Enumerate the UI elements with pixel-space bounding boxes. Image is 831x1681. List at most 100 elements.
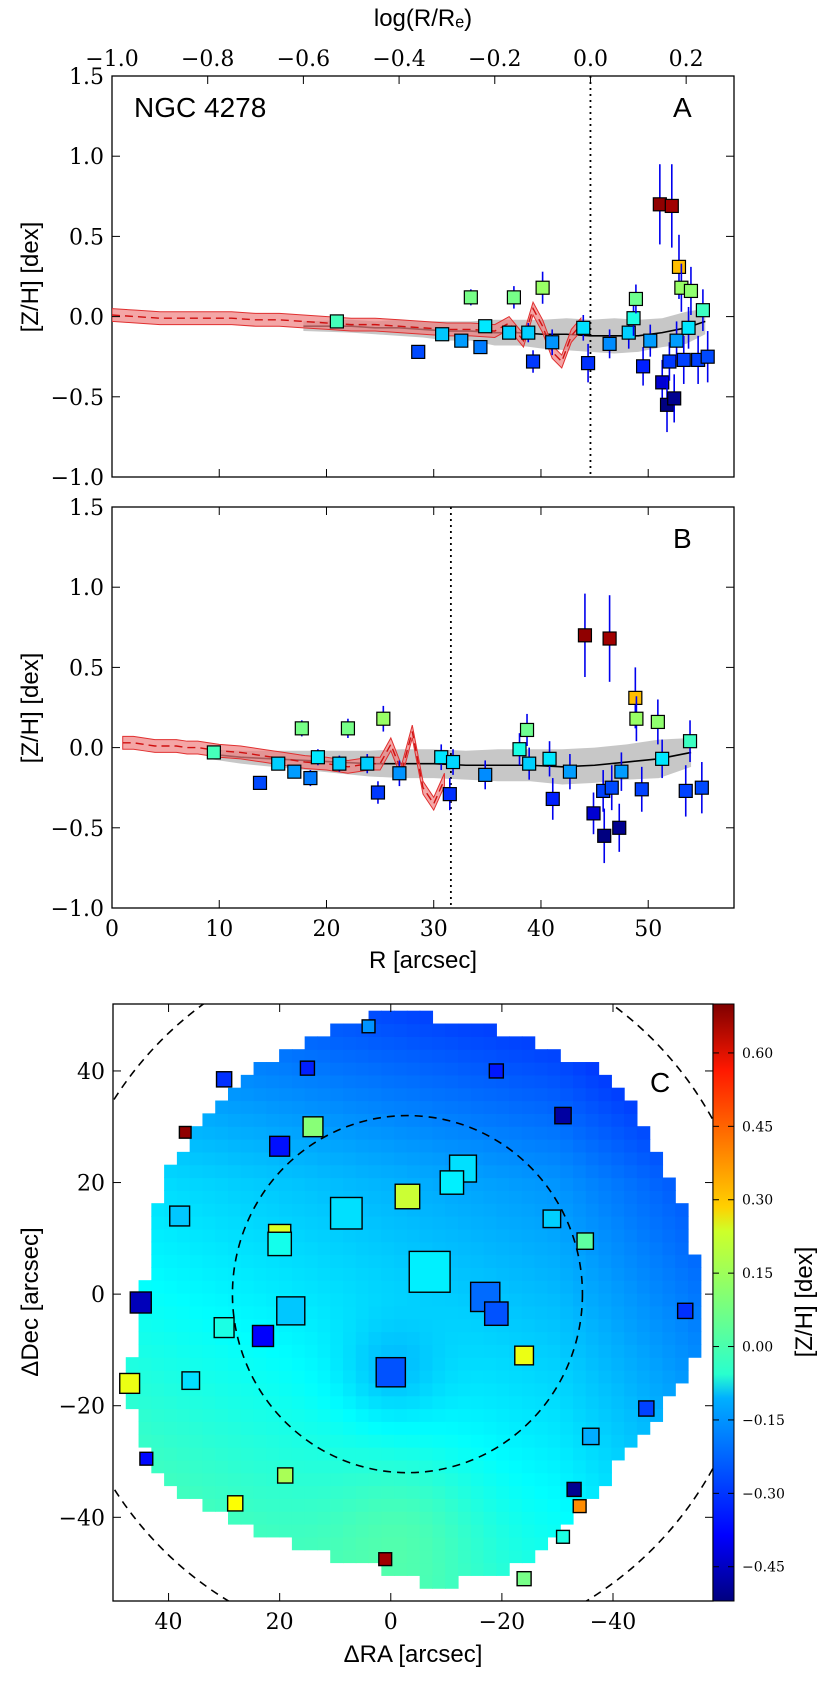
map-pixel (164, 1254, 178, 1268)
slit-square (581, 1427, 600, 1446)
map-pixel (547, 1280, 561, 1294)
map-pixel (509, 1241, 523, 1256)
map-pixel (266, 1382, 280, 1397)
map-pixel (279, 1254, 293, 1268)
map-pixel (688, 1344, 702, 1358)
map-pixel (675, 1318, 689, 1333)
map-pixel (496, 1434, 510, 1448)
map-pixel (279, 1395, 293, 1410)
map-pixel (189, 1203, 204, 1217)
map-pixel (381, 1074, 395, 1089)
map-pixel (445, 1434, 459, 1448)
map-pixel (445, 1062, 459, 1076)
map-pixel (598, 1370, 612, 1384)
data-point (664, 198, 679, 214)
map-pixel (240, 1126, 255, 1140)
map-pixel (649, 1190, 664, 1204)
top-x-tick-label: −1.0 (85, 47, 138, 72)
map-pixel (509, 1164, 523, 1179)
map-pixel (470, 1023, 485, 1037)
y-tick-label: −20 (59, 1395, 105, 1420)
slit-square (638, 1400, 655, 1417)
data-point (435, 327, 450, 342)
map-pixel (509, 1126, 523, 1140)
map-pixel (291, 1087, 306, 1102)
map-pixel (458, 1318, 472, 1333)
map-pixel (483, 1357, 497, 1371)
map-pixel (534, 1536, 549, 1551)
map-pixel (381, 1190, 395, 1204)
map-pixel (432, 1087, 446, 1102)
map-pixel (445, 1382, 459, 1397)
map-pixel (228, 1177, 242, 1191)
data-point (669, 333, 684, 348)
map-pixel (355, 1549, 370, 1564)
map-pixel (521, 1395, 536, 1410)
map-pixel (560, 1344, 574, 1358)
map-pixel (368, 1344, 382, 1358)
map-pixel (279, 1447, 293, 1461)
map-pixel (534, 1370, 549, 1384)
map-pixel (560, 1447, 574, 1461)
map-pixel (304, 1100, 319, 1114)
map-pixel (164, 1267, 178, 1281)
map-pixel (483, 1536, 497, 1551)
map-pixel (330, 1549, 344, 1564)
map-pixel (164, 1421, 178, 1435)
map-pixel (624, 1177, 638, 1191)
map-pixel (496, 1151, 510, 1166)
map-pixel (445, 1318, 459, 1333)
x-tick-label: −20 (479, 1610, 525, 1635)
map-pixel (470, 1203, 485, 1217)
map-pixel (330, 1408, 344, 1422)
map-pixel (432, 1036, 446, 1050)
map-pixel (470, 1408, 485, 1422)
map-pixel (215, 1370, 229, 1384)
map-pixel (202, 1203, 216, 1217)
map-pixel (164, 1382, 178, 1397)
map-pixel (483, 1344, 497, 1358)
slit-square (226, 1495, 244, 1512)
map-pixel (368, 1139, 382, 1153)
map-pixel (151, 1344, 165, 1358)
map-pixel (355, 1472, 370, 1487)
map-pixel (355, 1408, 370, 1422)
map-pixel (189, 1395, 204, 1410)
map-pixel (560, 1459, 574, 1474)
map-pixel (560, 1280, 574, 1294)
map-pixel (304, 1331, 319, 1345)
map-pixel (291, 1511, 306, 1525)
map-pixel (266, 1203, 280, 1217)
map-pixel (585, 1370, 600, 1384)
map-pixel (636, 1126, 651, 1140)
map-pixel (240, 1190, 255, 1204)
map-pixel (445, 1536, 459, 1551)
map-pixel (266, 1511, 280, 1525)
map-pixel (189, 1241, 204, 1256)
map-pixel (419, 1421, 434, 1435)
map-pixel (662, 1382, 676, 1397)
map-pixel (585, 1305, 600, 1320)
map-pixel (611, 1344, 625, 1358)
map-pixel (585, 1459, 600, 1474)
map-pixel (458, 1447, 472, 1461)
map-pixel (279, 1524, 293, 1538)
map-pixel (521, 1036, 536, 1050)
map-pixel (343, 1395, 357, 1410)
map-pixel (624, 1318, 638, 1333)
map-pixel (560, 1382, 574, 1397)
map-pixel (279, 1382, 293, 1397)
map-pixel (381, 1280, 395, 1294)
map-pixel (330, 1370, 344, 1384)
map-pixel (611, 1151, 625, 1166)
map-pixel (470, 1062, 485, 1076)
map-pixel (176, 1151, 191, 1166)
map-pixel (368, 1267, 382, 1281)
map-pixel (547, 1472, 561, 1487)
map-pixel (355, 1126, 370, 1140)
map-pixel (164, 1241, 178, 1256)
map-pixel (151, 1293, 165, 1307)
map-pixel (355, 1241, 370, 1256)
